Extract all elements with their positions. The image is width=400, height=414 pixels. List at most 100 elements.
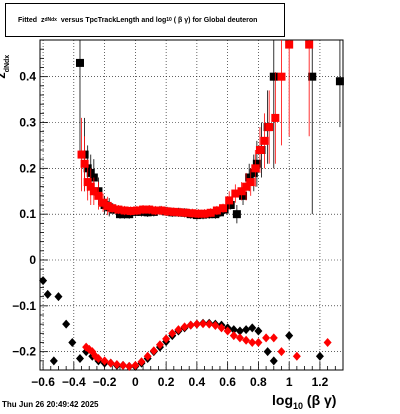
data-point-diamond xyxy=(68,338,77,347)
data-point-square xyxy=(169,207,178,216)
data-point-square xyxy=(115,210,124,219)
data-point-square xyxy=(145,205,154,214)
data-point-diamond xyxy=(205,319,214,329)
data-point-diamond xyxy=(62,319,71,329)
data-point-diamond xyxy=(49,356,58,366)
data-point-square xyxy=(226,201,235,209)
chart-title: Fitted z dNdx versus TpcTrackLength and l… xyxy=(5,3,285,37)
title-z-sub: dNdx xyxy=(44,17,57,23)
data-point-square xyxy=(285,40,294,49)
data-point-diamond xyxy=(137,357,146,367)
data-point-diamond xyxy=(43,289,52,299)
data-point-square xyxy=(94,191,103,200)
x-tick-label: 0.8 xyxy=(250,375,267,389)
data-point-diamond xyxy=(277,347,286,357)
data-point-diamond xyxy=(211,321,220,331)
data-point-square xyxy=(83,178,92,187)
data-point-diamond xyxy=(217,323,226,333)
x-tick-label: 0.2 xyxy=(158,375,175,389)
data-point-diamond xyxy=(254,326,263,336)
data-point-diamond xyxy=(94,354,103,364)
data-point-square xyxy=(206,208,215,217)
data-point-diamond xyxy=(149,346,158,356)
y-tick-label: −0.2 xyxy=(12,345,36,359)
data-point-diamond xyxy=(254,338,263,347)
data-point-diamond xyxy=(235,333,244,343)
x-tick-label: 1.2 xyxy=(312,375,329,389)
data-point-square xyxy=(237,187,246,196)
x-tick-label: −0.4 xyxy=(62,375,86,389)
data-point-square xyxy=(86,182,95,191)
y-tick-label: 0 xyxy=(29,253,36,267)
data-point-diamond xyxy=(248,338,257,347)
data-point-diamond xyxy=(174,325,183,335)
data-point-diamond xyxy=(315,351,324,361)
plot-frame xyxy=(39,39,344,371)
x-axis-label-base: log xyxy=(272,392,293,408)
data-point-diamond xyxy=(155,340,164,350)
y-tick-label: 0.2 xyxy=(19,161,36,175)
data-point-diamond xyxy=(100,356,109,366)
data-point-square xyxy=(255,146,264,154)
title-prefix: Fitted xyxy=(18,16,38,24)
data-point-square xyxy=(242,182,251,191)
data-point-diamond xyxy=(162,334,171,344)
data-point-diamond xyxy=(242,325,251,335)
data-point-diamond xyxy=(262,333,271,343)
data-point-diamond xyxy=(292,351,301,361)
y-tick-label: 0.1 xyxy=(19,207,36,221)
data-point-diamond xyxy=(168,328,177,338)
title-suffix: ( β γ) for Global deuteron xyxy=(173,16,258,24)
data-point-square xyxy=(308,72,317,81)
y-tick-label: 0.3 xyxy=(19,116,36,130)
x-tick-label: −0.2 xyxy=(93,375,117,389)
data-point-square xyxy=(252,159,261,168)
data-point-diamond xyxy=(180,322,189,332)
data-point-diamond xyxy=(192,319,201,329)
data-point-square xyxy=(265,123,274,132)
data-point-square xyxy=(163,207,172,216)
data-point-square xyxy=(80,159,89,168)
x-axis-label-sub: 10 xyxy=(293,400,304,411)
x-axis-label-suffix: (β γ) xyxy=(306,392,337,408)
data-point-square xyxy=(194,209,203,218)
data-point-square xyxy=(99,198,108,207)
data-point-square xyxy=(271,113,280,122)
data-point-diamond xyxy=(248,323,257,333)
data-point-square xyxy=(114,205,123,214)
data-point-square xyxy=(157,206,166,215)
x-tick-label: 0.6 xyxy=(219,375,236,389)
data-point-diamond xyxy=(106,358,115,368)
data-point-diamond xyxy=(229,331,238,341)
data-point-diamond xyxy=(235,326,244,336)
data-point-square xyxy=(239,191,248,200)
data-point-square xyxy=(182,208,191,217)
data-point-diamond xyxy=(186,320,195,330)
data-point-diamond xyxy=(269,356,278,366)
data-point-square xyxy=(108,204,117,213)
data-point-diamond xyxy=(143,351,152,361)
x-tick-label: 0 xyxy=(132,375,139,389)
data-point-diamond xyxy=(229,325,238,335)
data-point-square xyxy=(245,173,254,182)
data-point-square xyxy=(89,187,98,196)
data-point-diamond xyxy=(125,361,134,371)
data-point-square xyxy=(126,206,135,215)
data-point-diamond xyxy=(54,292,63,302)
data-point-square xyxy=(305,40,314,49)
data-point-square xyxy=(251,164,260,173)
data-point-square xyxy=(232,210,241,219)
data-point-square xyxy=(103,201,112,210)
y-axis-label-sub: dNdx xyxy=(3,54,11,73)
y-tick-label: 0.4 xyxy=(19,70,36,84)
data-point-square xyxy=(246,178,255,187)
data-point-diamond xyxy=(323,338,332,347)
data-point-diamond xyxy=(39,276,48,286)
data-point-diamond xyxy=(263,347,272,357)
data-point-square xyxy=(249,168,258,177)
x-tick-label: 0.4 xyxy=(189,375,206,389)
data-point-diamond xyxy=(112,360,121,369)
data-point-square xyxy=(77,150,86,159)
